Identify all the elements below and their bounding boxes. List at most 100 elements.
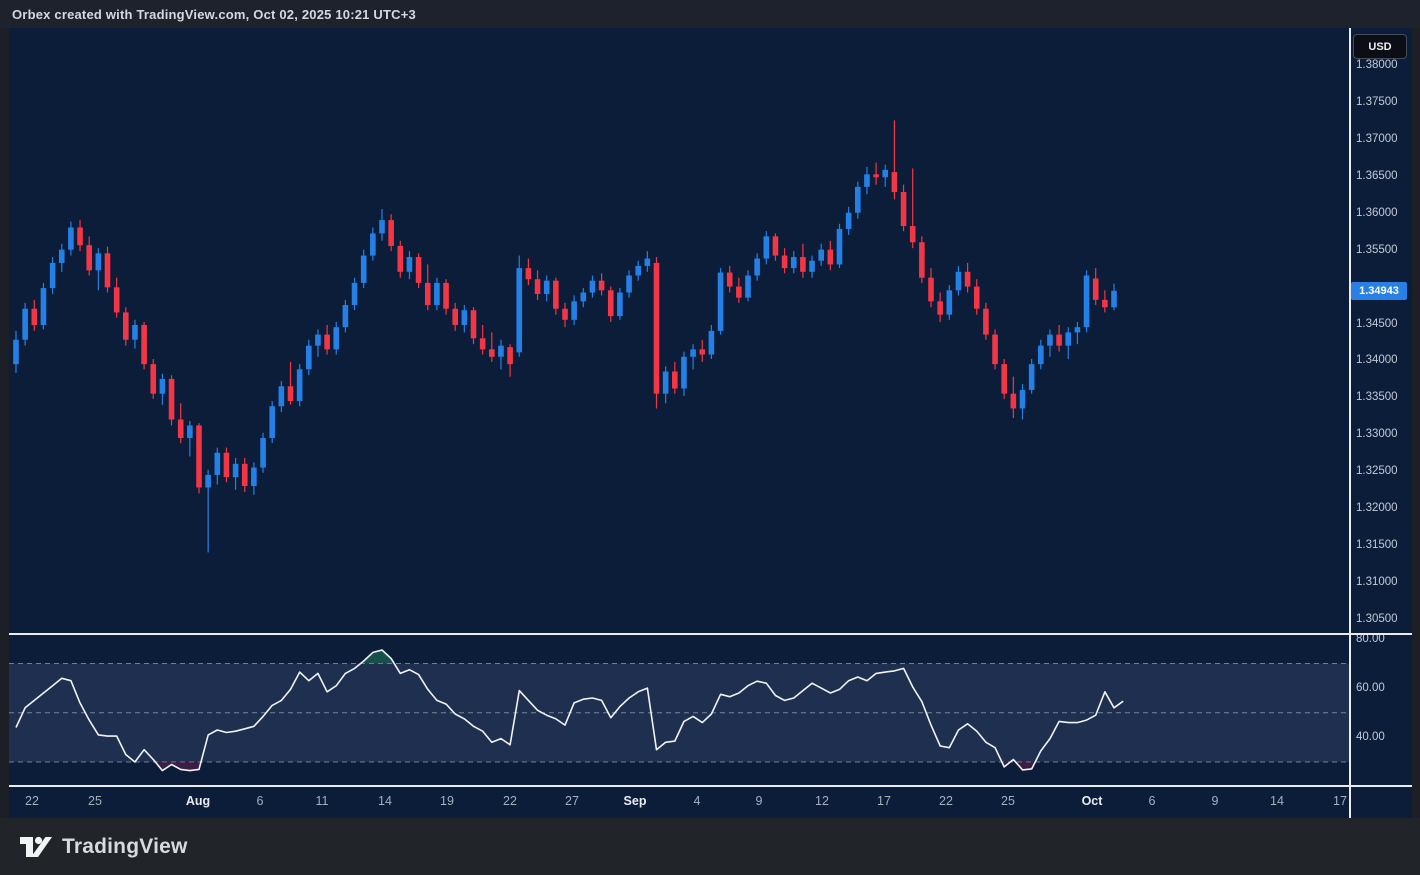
candle [370,233,376,255]
rsi-pane[interactable] [9,634,1349,785]
price-axis-label: 1.33000 [1356,428,1398,440]
candle [77,227,83,245]
price-axis-label: 1.32500 [1356,465,1398,477]
time-axis-label: 14 [1270,794,1284,808]
candle [279,386,285,406]
candle [864,174,870,187]
candle [160,379,166,394]
candle [251,468,257,486]
candle [1011,394,1017,409]
candle [297,369,303,401]
candle [398,246,404,272]
tradingview-logo-text: TradingView [62,835,188,859]
candle [672,372,678,389]
candle [727,273,733,287]
candle [416,257,422,283]
candle [242,464,248,486]
time-axis-label: 14 [378,794,392,808]
candle [1029,364,1035,390]
candle [407,257,413,272]
price-axis-label: 1.34500 [1356,318,1398,330]
candle [782,256,788,269]
candle [745,276,751,298]
candle [1038,346,1044,364]
candle [608,290,614,316]
candle [828,250,834,265]
price-axis-separator [1349,28,1351,818]
candle [882,170,888,177]
candle [681,357,687,389]
rsi-axis-label: 80.00 [1356,633,1385,645]
candle [699,349,705,354]
axis-separator [9,785,1412,787]
candle [837,229,843,264]
time-axis-label: 11 [316,794,329,808]
pane-separator[interactable] [9,633,1412,635]
price-axis-label: 1.35500 [1356,244,1398,256]
price-axis-label: 1.32000 [1356,502,1398,514]
candle [910,226,916,242]
candle [215,453,221,475]
candle [645,259,651,266]
candle [141,325,147,364]
candle [791,257,797,268]
candle [663,372,669,394]
candle [965,272,971,287]
price-axis-label: 1.31000 [1356,576,1398,588]
candle [507,347,513,364]
candle [333,327,339,349]
watermark-bar: Orbex created with TradingView.com, Oct … [0,0,1420,28]
candle [919,242,925,277]
price-axis[interactable]: USD 1.34943 1.380001.375001.370001.36500… [1351,28,1412,818]
candle [654,263,660,394]
candle [425,283,431,305]
candle [388,220,394,246]
candle [1111,291,1117,307]
candle [343,305,349,327]
candle [352,283,358,305]
candle [983,309,989,335]
candle [754,259,760,276]
time-axis-month-label: Aug [186,794,210,808]
candle [571,301,577,319]
chart-window: Orbex created with TradingView.com, Oct … [0,0,1420,875]
candle [205,475,211,488]
currency-button[interactable]: USD [1353,34,1407,59]
rsi-chart [9,634,1349,785]
tradingview-logo[interactable]: TradingView [0,832,188,862]
candle [324,335,330,350]
price-axis-label: 1.37500 [1356,96,1398,108]
candle [526,268,532,279]
candle [150,364,156,394]
candle [96,253,102,270]
tradingview-logo-icon [18,832,52,862]
candle [379,220,385,233]
candle [59,250,65,263]
candle [709,331,715,355]
candle [306,346,312,370]
price-pane[interactable] [9,28,1349,633]
candle [553,281,559,309]
candle [581,292,587,301]
time-axis[interactable]: 2225Aug61114192227Sep4912172225Oct691417 [9,787,1412,818]
candle [516,268,522,352]
candle [269,406,275,438]
time-axis-label: 9 [756,794,763,808]
candle [50,263,56,288]
candle [992,335,998,365]
candle [1093,278,1099,299]
time-axis-label: 17 [877,794,891,808]
time-axis-label: 22 [25,794,39,808]
candle [1047,335,1053,346]
candle [846,213,852,229]
candle [855,187,861,213]
time-axis-label: 25 [1001,794,1015,808]
candle [947,290,953,314]
candle [86,245,92,270]
candle [928,278,934,302]
rsi-axis-label: 40.00 [1356,731,1385,743]
candle [892,172,898,192]
left-margin [0,28,9,818]
footer-bar: TradingView [0,818,1420,875]
candle [901,192,907,226]
